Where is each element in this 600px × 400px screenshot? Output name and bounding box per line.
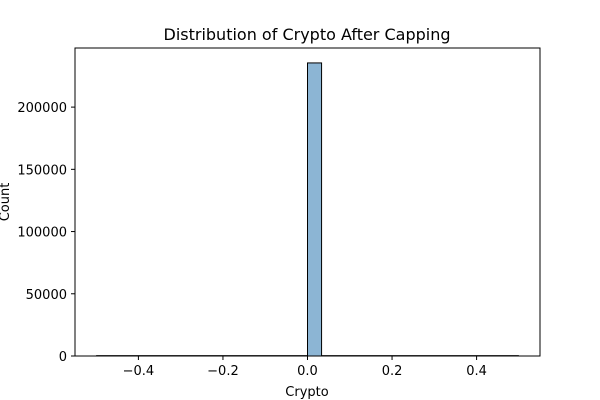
y-axis-label: Count: [0, 183, 13, 222]
chart-title: Distribution of Crypto After Capping: [164, 25, 451, 44]
x-tick-label: 0.4: [466, 364, 487, 379]
x-tick-label: 0.0: [297, 364, 318, 379]
histogram-bar: [307, 62, 323, 357]
x-tick-label: −0.4: [123, 364, 155, 379]
y-tick-label: 50000: [26, 288, 67, 303]
y-tick-label: 150000: [17, 163, 67, 178]
y-tick-label: 0: [59, 350, 67, 365]
x-axis-ticks: −0.4 −0.2 0.0 0.2 0.4: [123, 356, 487, 379]
y-tick-label: 100000: [17, 226, 67, 241]
y-tick-label: 200000: [17, 101, 67, 116]
plot-frame: [74, 47, 541, 357]
plot-area: [96, 62, 519, 357]
x-tick-label: 0.2: [382, 364, 403, 379]
x-axis-label: Crypto: [285, 385, 328, 400]
x-tick-label: −0.2: [207, 364, 239, 379]
y-axis-ticks: 0 50000 100000 150000 200000: [17, 101, 75, 365]
